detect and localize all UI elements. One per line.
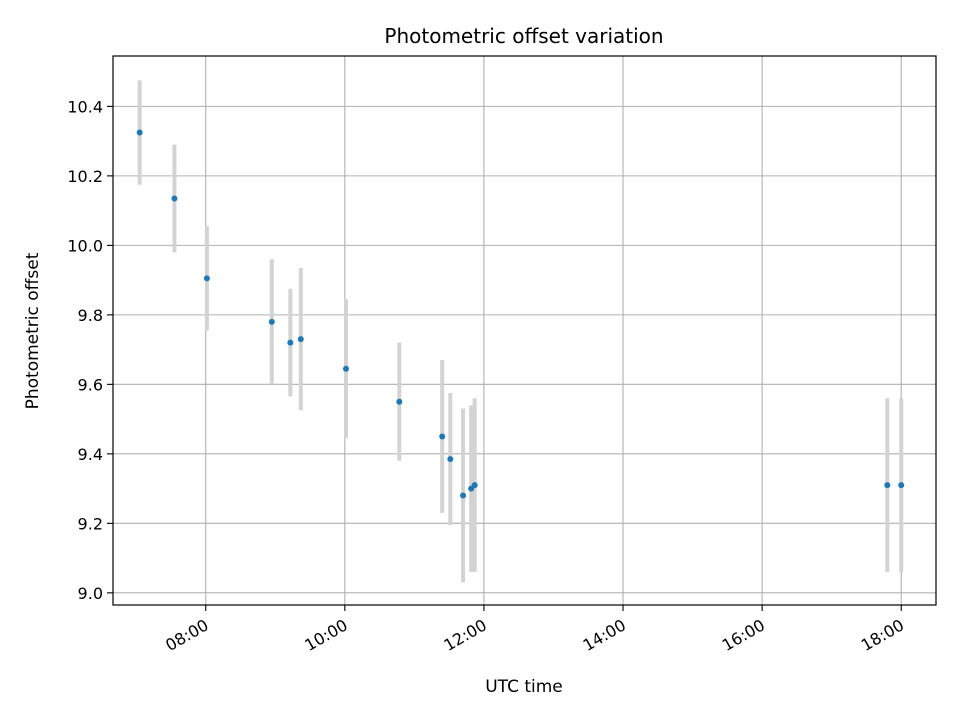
data-point [297,336,304,343]
data-point [898,482,905,489]
data-point [268,318,275,325]
x-tick-label: 14:00 [580,615,629,655]
y-tick-label: 9.8 [78,306,103,325]
data-point [396,398,403,405]
y-tick-label: 9.4 [78,445,103,464]
chart-title: Photometric offset variation [384,24,663,48]
x-axis-label: UTC time [485,677,563,697]
y-tick-label: 10.4 [67,97,103,116]
x-tick-label: 08:00 [162,615,211,655]
x-axis-ticks: 08:00 10:00 12:00 14:00 16:00 18:00 [162,605,907,655]
x-tick-label: 16:00 [719,615,768,655]
data-point [342,365,349,372]
y-tick-label: 10.0 [67,236,103,255]
data-point [136,129,143,136]
grid [113,56,936,605]
data-point [447,456,454,463]
y-tick-label: 9.6 [78,375,103,394]
plot-area-frame [112,55,937,606]
data-points [136,129,905,499]
data-point [439,433,446,440]
x-tick-label: 12:00 [440,615,489,655]
data-point [471,482,478,489]
y-tick-label: 9.0 [78,584,103,603]
data-point [287,339,294,346]
x-tick-label: 10:00 [301,615,350,655]
y-axis-ticks: 9.0 9.2 9.4 9.6 9.8 10.0 10.2 10.4 [67,97,113,603]
y-axis-label: Photometric offset [23,252,43,409]
data-point [460,492,467,499]
error-bars [137,80,904,583]
x-tick-label: 18:00 [858,615,907,655]
data-point [884,482,891,489]
data-point [171,195,178,202]
data-point [203,275,210,282]
y-tick-label: 9.2 [78,514,103,533]
y-tick-label: 10.2 [67,167,103,186]
